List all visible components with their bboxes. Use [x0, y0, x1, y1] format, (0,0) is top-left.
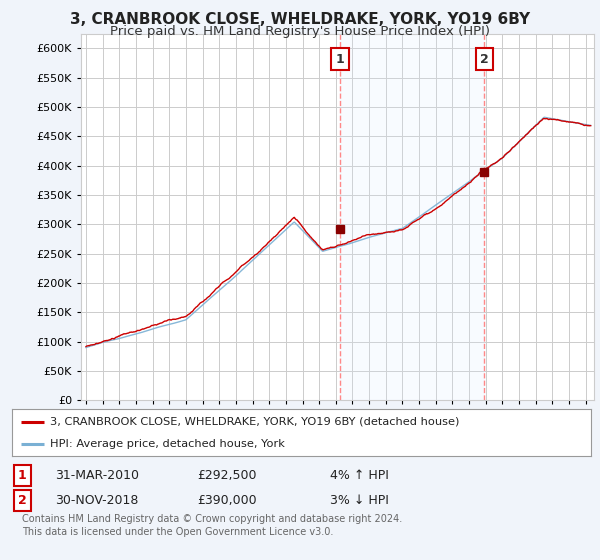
Text: 3% ↓ HPI: 3% ↓ HPI [331, 493, 389, 507]
Text: 30-NOV-2018: 30-NOV-2018 [55, 493, 139, 507]
Text: HPI: Average price, detached house, York: HPI: Average price, detached house, York [50, 438, 284, 449]
Text: Contains HM Land Registry data © Crown copyright and database right 2024.
This d: Contains HM Land Registry data © Crown c… [22, 514, 403, 538]
Text: £292,500: £292,500 [197, 469, 257, 482]
Text: 2: 2 [18, 493, 27, 507]
Text: Price paid vs. HM Land Registry's House Price Index (HPI): Price paid vs. HM Land Registry's House … [110, 25, 490, 38]
Text: 31-MAR-2010: 31-MAR-2010 [55, 469, 139, 482]
Text: 2: 2 [480, 53, 489, 66]
Bar [340, 34, 484, 400]
Text: 3, CRANBROOK CLOSE, WHELDRAKE, YORK, YO19 6BY (detached house): 3, CRANBROOK CLOSE, WHELDRAKE, YORK, YO1… [50, 417, 459, 427]
Text: 4% ↑ HPI: 4% ↑ HPI [331, 469, 389, 482]
Text: £390,000: £390,000 [197, 493, 257, 507]
Text: 1: 1 [335, 53, 344, 66]
Text: 3, CRANBROOK CLOSE, WHELDRAKE, YORK, YO19 6BY: 3, CRANBROOK CLOSE, WHELDRAKE, YORK, YO1… [70, 12, 530, 27]
Text: 1: 1 [18, 469, 27, 482]
